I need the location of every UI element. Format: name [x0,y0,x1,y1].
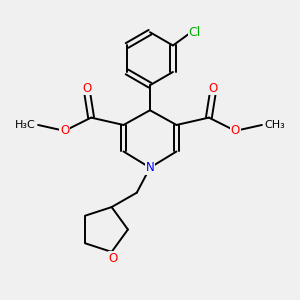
Text: H₃C: H₃C [14,120,35,130]
Text: O: O [231,124,240,137]
Text: O: O [209,82,218,95]
Text: Cl: Cl [188,26,201,39]
Text: O: O [109,252,118,265]
Text: CH₃: CH₃ [265,120,286,130]
Text: O: O [60,124,69,137]
Text: N: N [146,161,154,174]
Text: O: O [82,82,91,95]
